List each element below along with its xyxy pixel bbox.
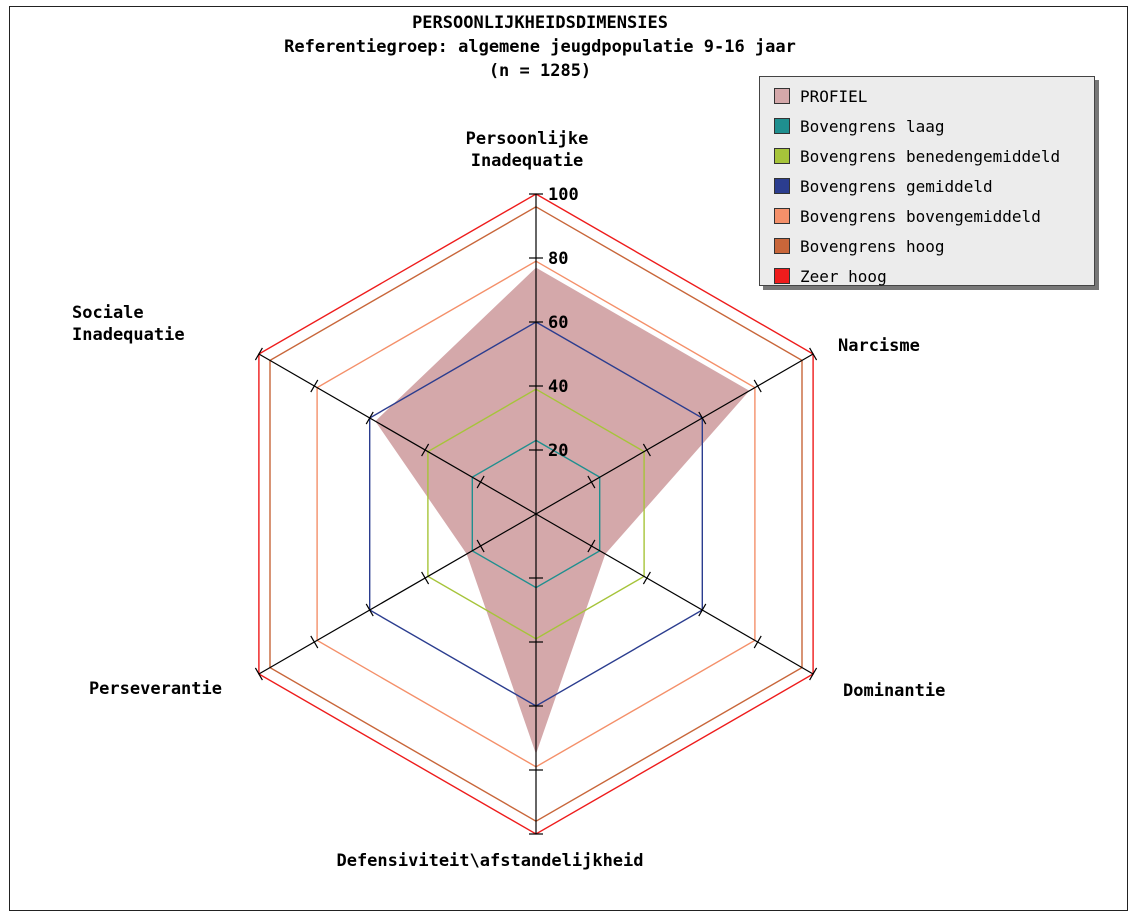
legend-label-6: Zeer hoog bbox=[800, 266, 887, 286]
tick-mark-1-80 bbox=[753, 379, 762, 393]
tick-mark-5-100 bbox=[254, 347, 263, 361]
chart-title: PERSOONLIJKHEIDSDIMENSIES Referentiegroe… bbox=[284, 13, 796, 81]
legend-label-5: Bovengrens hoog bbox=[800, 236, 945, 256]
tick-mark-5-60 bbox=[365, 411, 374, 425]
legend-swatch-5 bbox=[774, 238, 790, 254]
tick-mark-2-80 bbox=[753, 635, 762, 649]
legend-swatch-2 bbox=[774, 148, 790, 164]
tick-mark-1-100 bbox=[809, 347, 818, 361]
tick-mark-5-80 bbox=[310, 379, 319, 393]
axis-label-2: Dominantie bbox=[843, 681, 945, 701]
tick-mark-1-20 bbox=[587, 475, 596, 489]
legend-item-4: Bovengrens bovengemiddeld bbox=[774, 201, 1094, 231]
tick-mark-4-40 bbox=[421, 571, 430, 585]
legend-swatch-1 bbox=[774, 118, 790, 134]
tick-label-60: 60 bbox=[548, 313, 568, 333]
series-profiel-area bbox=[375, 267, 750, 754]
tick-mark-4-60 bbox=[365, 603, 374, 617]
axis-label-0: Persoonlijke Inadequatie bbox=[466, 129, 589, 171]
tick-mark-1-40 bbox=[642, 443, 651, 457]
tick-mark-2-100 bbox=[809, 667, 818, 681]
tick-mark-5-40 bbox=[421, 443, 430, 457]
axis-spoke-1 bbox=[535, 353, 814, 515]
tick-mark-4-80 bbox=[310, 635, 319, 649]
axis-label-5: Sociale Inadequatie bbox=[72, 303, 185, 345]
tick-mark-4-20 bbox=[476, 539, 485, 553]
legend-swatch-4 bbox=[774, 208, 790, 224]
axis-labels-layer: Persoonlijke Inadequatie Narcisme Dominanti… bbox=[72, 129, 945, 871]
legend-label-1: Bovengrens laag bbox=[800, 116, 945, 136]
tick-label-80: 80 bbox=[548, 249, 568, 269]
legend-item-0: PROFIEL bbox=[774, 81, 1094, 111]
axis-label-4: Perseverantie bbox=[89, 679, 222, 699]
tick-mark-2-60 bbox=[698, 603, 707, 617]
radar-axes-layer bbox=[258, 194, 814, 834]
axis-spoke-5 bbox=[258, 353, 537, 515]
legend-label-0: PROFIEL bbox=[800, 86, 868, 106]
axis-spoke-4 bbox=[258, 513, 537, 675]
title-line-3: (n = 1285) bbox=[489, 61, 591, 81]
legend-label-4: Bovengrens bovengemiddeld bbox=[800, 206, 1041, 226]
tick-label-100: 100 bbox=[548, 185, 579, 205]
tick-mark-4-100 bbox=[254, 667, 263, 681]
radar-ticks-layer: 20 40 60 80 100 bbox=[254, 185, 818, 835]
chart-legend: PROFIEL Bovengrens laag Bovengrens beneden… bbox=[759, 76, 1095, 286]
axis-spoke-2 bbox=[535, 513, 814, 675]
legend-item-5: Bovengrens hoog bbox=[774, 231, 1094, 261]
title-line-2: Referentiegroep: algemene jeugdpopulatie… bbox=[284, 37, 796, 57]
tick-label-40: 40 bbox=[548, 377, 568, 397]
tick-label-20: 20 bbox=[548, 441, 568, 461]
axis-label-3: Defensiviteit\afstandelijkheid bbox=[336, 851, 643, 871]
legend-item-6: Zeer hoog bbox=[774, 261, 1094, 291]
tick-mark-5-20 bbox=[476, 475, 485, 489]
legend-item-2: Bovengrens benedengemiddeld bbox=[774, 141, 1094, 171]
profile-area-layer bbox=[375, 267, 750, 754]
legend-item-1: Bovengrens laag bbox=[774, 111, 1094, 141]
tick-mark-2-40 bbox=[642, 571, 651, 585]
title-line-1: PERSOONLIJKHEIDSDIMENSIES bbox=[412, 13, 668, 33]
legend-label-3: Bovengrens gemiddeld bbox=[800, 176, 993, 196]
legend-swatch-6 bbox=[774, 268, 790, 284]
tick-mark-2-20 bbox=[587, 539, 596, 553]
tick-mark-1-60 bbox=[698, 411, 707, 425]
axis-label-1: Narcisme bbox=[838, 336, 920, 356]
legend-item-3: Bovengrens gemiddeld bbox=[774, 171, 1094, 201]
legend-label-2: Bovengrens benedengemiddeld bbox=[800, 146, 1061, 166]
legend-swatch-3 bbox=[774, 178, 790, 194]
legend-swatch-0 bbox=[774, 88, 790, 104]
